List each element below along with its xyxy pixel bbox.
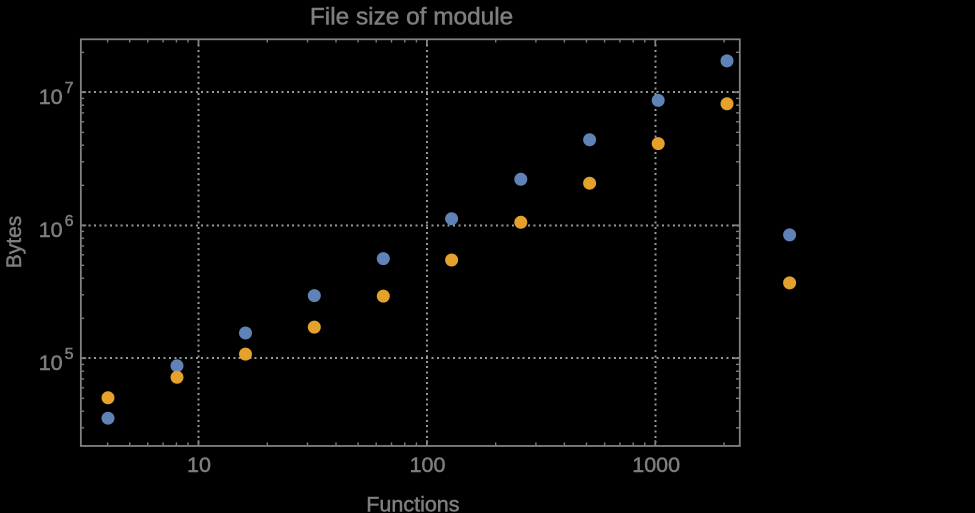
svg-text:1000: 1000 [632,453,680,477]
svg-text:10: 10 [187,453,211,477]
svg-text:5: 5 [65,346,74,363]
svg-text:6: 6 [65,213,74,230]
svg-text:10: 10 [39,351,63,375]
svg-text:File size of module: File size of module [310,4,513,31]
svg-text:10: 10 [39,218,63,242]
svg-text:Bytes: Bytes [3,216,26,269]
svg-text:Functions: Functions [366,493,459,513]
svg-text:100: 100 [410,453,446,477]
svg-text:10: 10 [39,85,63,109]
svg-text:7: 7 [65,80,74,97]
